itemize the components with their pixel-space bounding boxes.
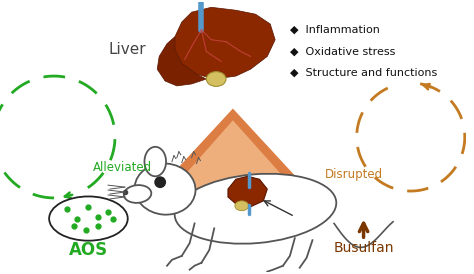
Polygon shape: [228, 176, 267, 207]
Ellipse shape: [135, 164, 195, 215]
Ellipse shape: [235, 201, 248, 211]
Circle shape: [154, 176, 166, 188]
Text: ◆  Oxidative stress: ◆ Oxidative stress: [290, 47, 395, 56]
Polygon shape: [167, 120, 300, 195]
Polygon shape: [157, 37, 206, 86]
Text: Alleviated: Alleviated: [93, 161, 153, 174]
Text: Disrupted: Disrupted: [325, 168, 383, 181]
Ellipse shape: [145, 147, 166, 176]
Ellipse shape: [124, 185, 151, 203]
Text: ◆  Structure and functions: ◆ Structure and functions: [290, 68, 437, 78]
Text: ◆  Inflammation: ◆ Inflammation: [290, 25, 380, 35]
Polygon shape: [175, 7, 275, 79]
Text: Busulfan: Busulfan: [333, 241, 394, 255]
Ellipse shape: [175, 174, 336, 244]
Ellipse shape: [206, 72, 226, 86]
Text: AOS: AOS: [69, 241, 108, 259]
Polygon shape: [149, 109, 317, 199]
Text: Liver: Liver: [109, 42, 146, 57]
